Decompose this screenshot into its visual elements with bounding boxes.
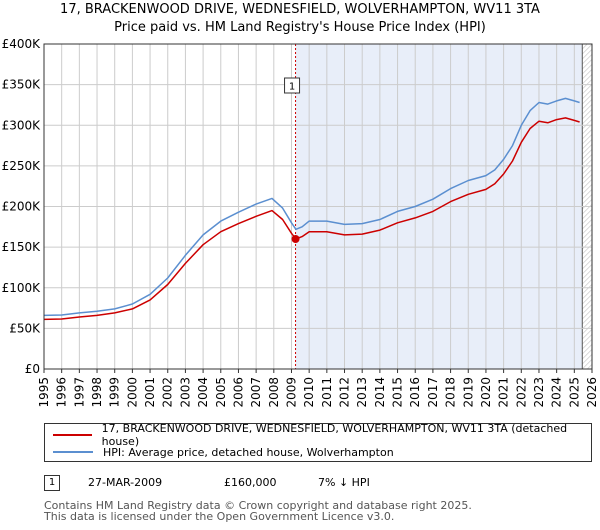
series-line-property [43, 117, 580, 321]
x-tick-label: 2002 [161, 377, 175, 408]
x-tick-label: 2008 [267, 377, 281, 408]
x-tick-label: 2007 [249, 377, 263, 408]
plot-border [43, 43, 593, 370]
legend-item-property: 17, BRACKENWOOD DRIVE, WEDNESFIELD, WOLV… [53, 422, 591, 448]
x-tick-label: 2012 [338, 377, 352, 408]
x-tick-label: 2000 [125, 377, 139, 408]
x-tick-label: 2011 [320, 377, 334, 408]
y-tick-label: £300K [2, 118, 42, 132]
legend-label-hpi: HPI: Average price, detached house, Wolv… [103, 445, 394, 459]
chart-title-line2: Price paid vs. HM Land Registry's House … [114, 20, 486, 35]
legend-swatch-hpi [53, 451, 93, 453]
sale-date: 27-MAR-2009 [88, 476, 163, 489]
forecast-hatch-line [582, 308, 592, 320]
sale-price: £160,000 [224, 476, 277, 489]
x-tick-label: 2015 [391, 377, 405, 408]
x-tick-label: 1997 [72, 377, 86, 408]
forecast-hatch-line [582, 88, 592, 100]
chart-legend: 17, BRACKENWOOD DRIVE, WEDNESFIELD, WOLV… [44, 422, 592, 462]
x-tick-label: 2018 [444, 377, 458, 408]
sale-number-badge: 1 [44, 475, 60, 491]
x-tick-label: 2024 [550, 377, 564, 408]
x-tick-label: 2009 [284, 377, 298, 408]
x-tick-label: 2020 [479, 377, 493, 408]
x-tick-label: 1995 [37, 377, 51, 408]
y-tick-label: £100K [2, 281, 42, 295]
chart-title-line1: 17, BRACKENWOOD DRIVE, WEDNESFIELD, WOLV… [60, 2, 540, 17]
price-chart: £0 £50K £100K £150K £200K £250K £300K £350K £400… [2, 37, 599, 408]
x-tick-label: 2026 [585, 377, 599, 408]
series-line-hpi [43, 97, 580, 317]
sale-marker-box [284, 77, 301, 94]
x-tick-label: 2006 [231, 377, 245, 408]
footer-attribution: Contains HM Land Registry data © Crown c… [44, 500, 472, 522]
x-tick-label: 2016 [408, 377, 422, 408]
sales-table-row: 1 27-MAR-2009 £160,000 7% ↓ HPI [44, 475, 592, 491]
sale-hpi-delta: 7% ↓ HPI [318, 476, 370, 489]
x-tick-label: 2021 [497, 377, 511, 408]
forecast-hatch-line [582, 93, 592, 105]
forecast-hatch-line [582, 313, 592, 325]
x-tick-label: 2014 [373, 377, 387, 408]
x-tick-label: 1996 [55, 377, 69, 408]
sale-point [291, 235, 300, 243]
y-tick-label: £400K [2, 37, 42, 51]
x-tick-label: 2001 [143, 377, 157, 408]
x-tick-label: 1998 [90, 377, 104, 408]
x-tick-label: 2022 [514, 377, 528, 408]
y-tick-label: £50K [9, 321, 41, 335]
x-tick-label: 1999 [108, 377, 122, 408]
legend-swatch-property [53, 434, 92, 436]
sale-marker-label: 1 [289, 82, 295, 93]
legend-item-hpi: HPI: Average price, detached house, Wolv… [53, 444, 394, 460]
y-tick-label: £200K [2, 200, 42, 214]
x-tick-label: 2025 [567, 377, 581, 408]
x-tick-label: 2005 [214, 377, 228, 408]
y-tick-label: £0 [25, 362, 40, 376]
x-tick-label: 2023 [532, 377, 546, 408]
y-tick-label: £350K [2, 78, 42, 92]
x-tick-label: 2010 [302, 377, 316, 408]
x-tick-label: 2004 [196, 377, 210, 408]
x-tick-label: 2019 [461, 377, 475, 408]
legend-label-property: 17, BRACKENWOOD DRIVE, WEDNESFIELD, WOLV… [101, 422, 568, 448]
y-tick-label: £250K [2, 159, 42, 173]
x-tick-label: 2017 [426, 377, 440, 408]
y-tick-label: £150K [2, 240, 42, 254]
footer-line-2: This data is licensed under the Open Gov… [44, 510, 395, 523]
x-tick-label: 2003 [178, 377, 192, 408]
x-tick-label: 2013 [355, 377, 369, 408]
footer-line-1: Contains HM Land Registry data © Crown c… [44, 499, 472, 512]
